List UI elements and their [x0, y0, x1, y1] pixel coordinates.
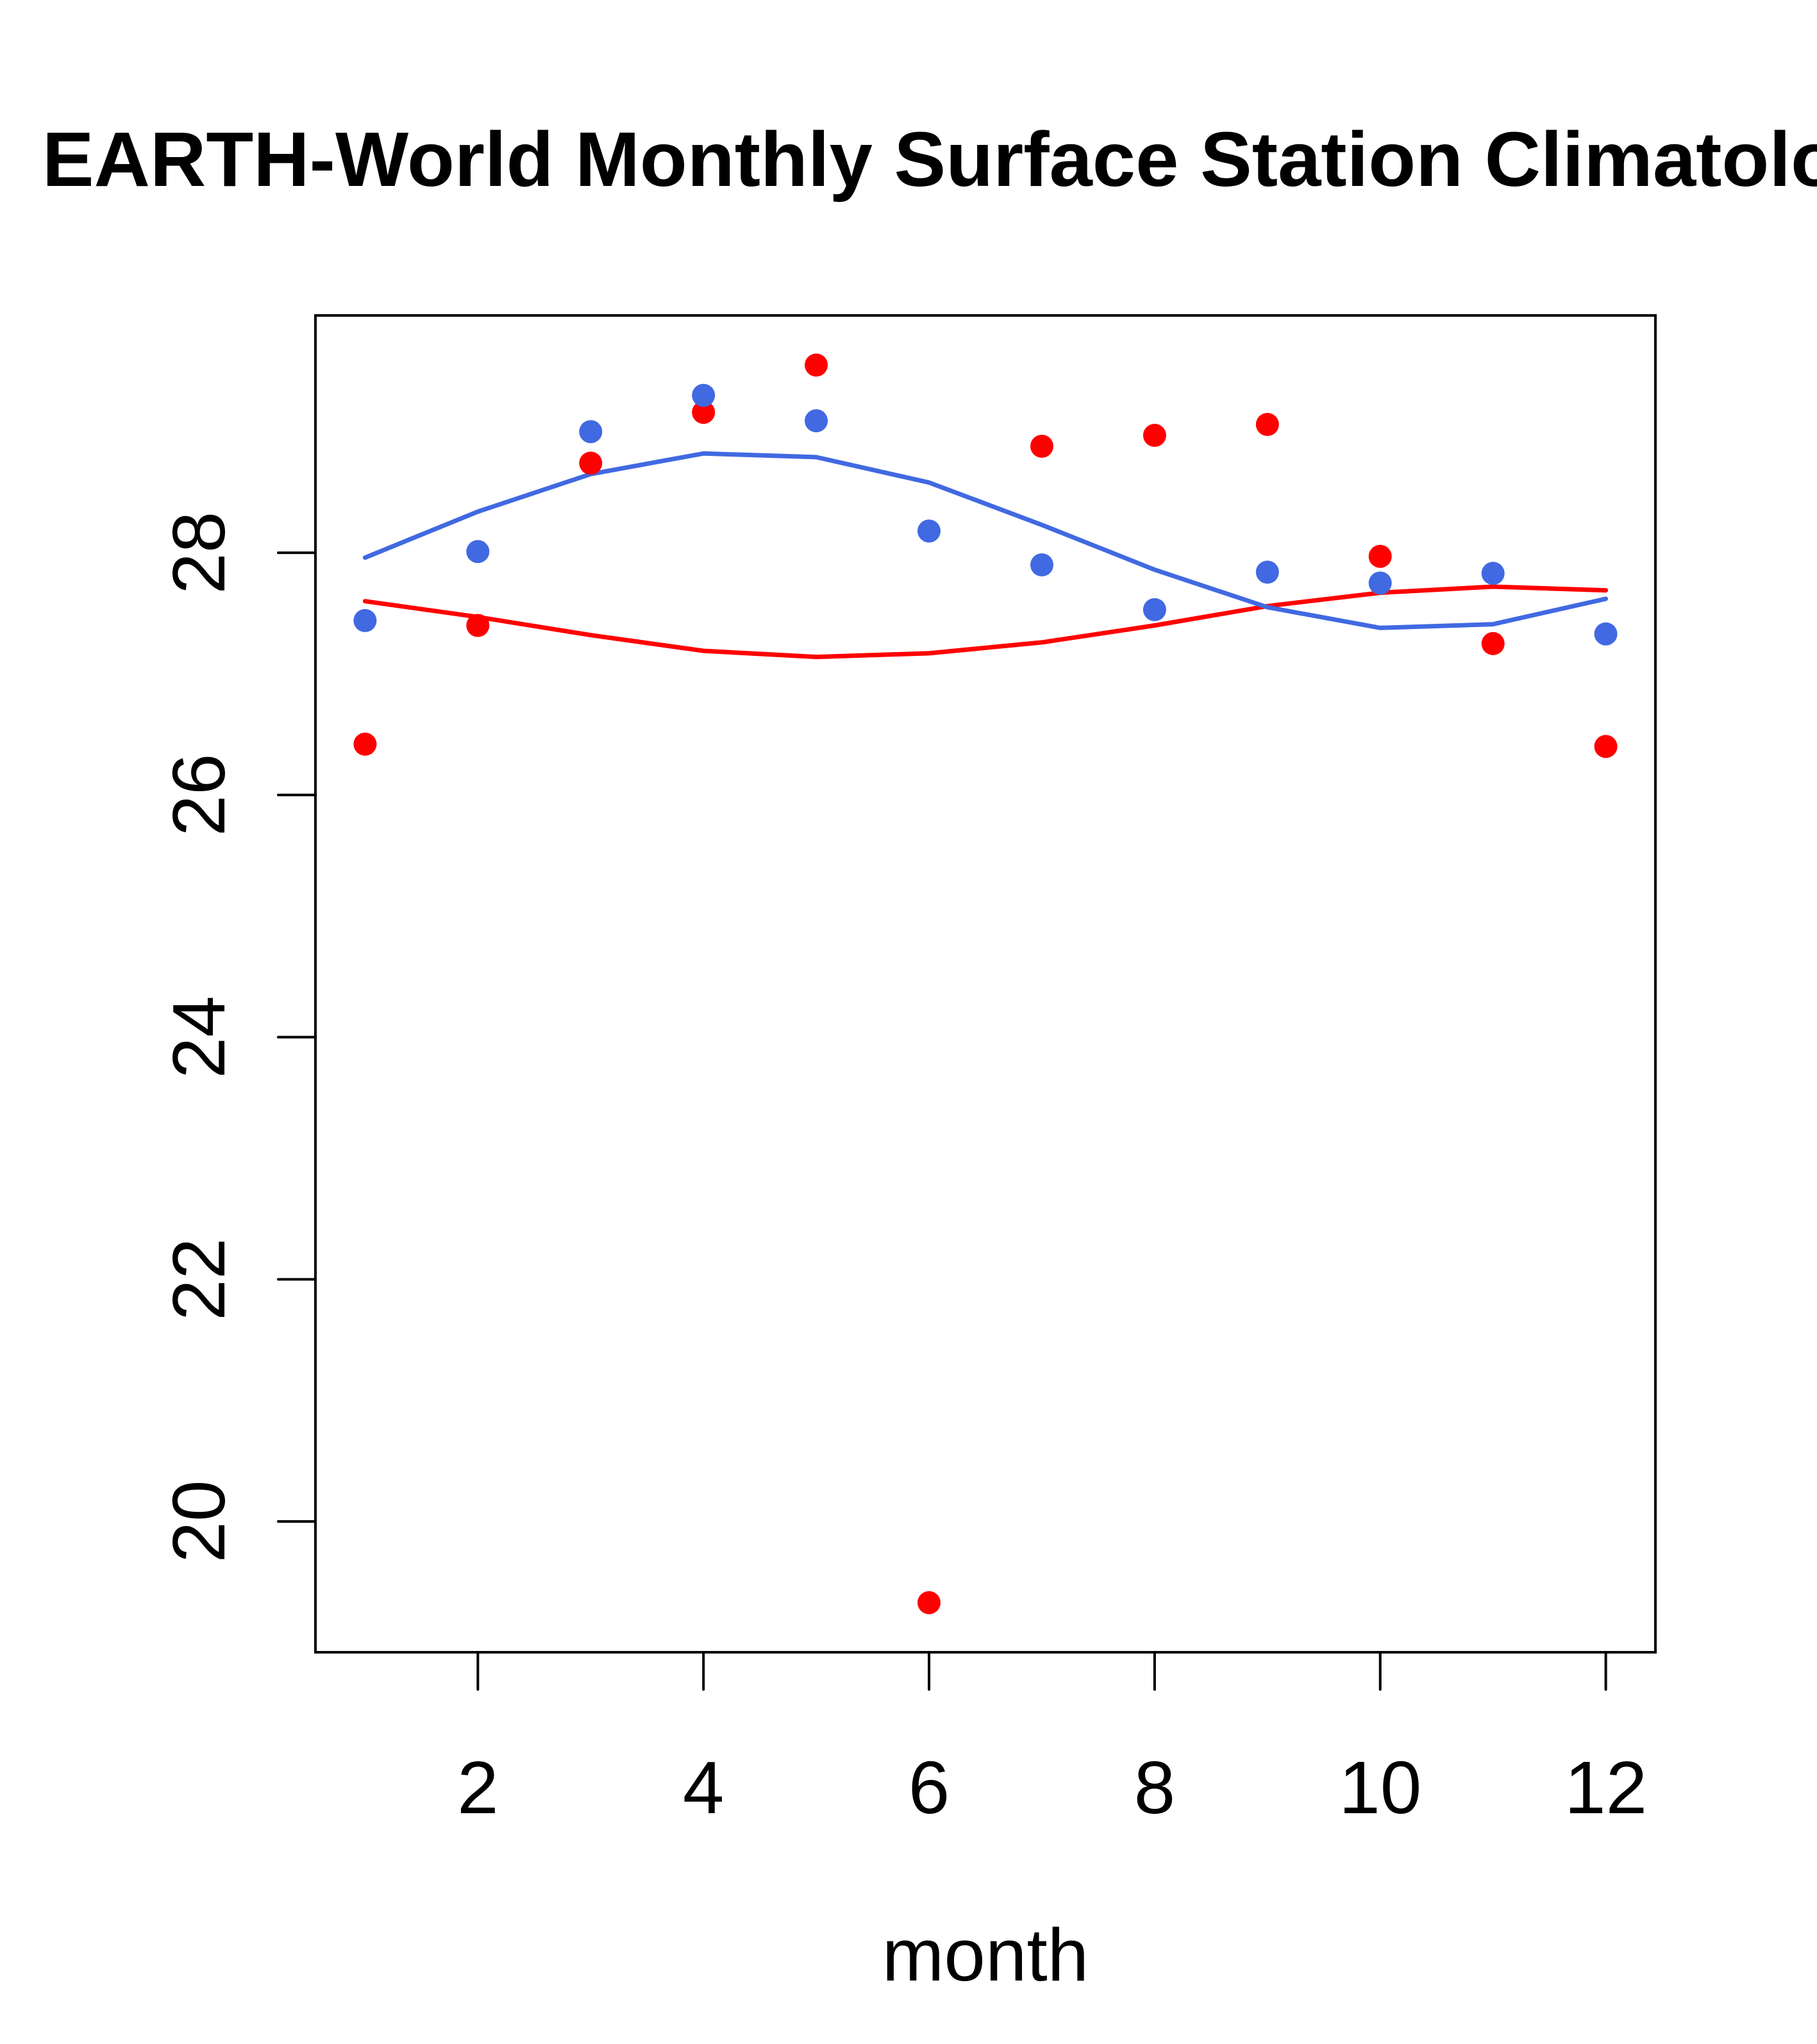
- blue-line: [362, 451, 1609, 630]
- red-point-month-7: [1030, 435, 1053, 458]
- red-point-month-5: [805, 353, 828, 377]
- red-point-month-2: [466, 614, 490, 637]
- red-point-month-9: [1255, 413, 1279, 436]
- blue-point-month-2: [466, 540, 490, 564]
- x-tick-label-8: 8: [1134, 1746, 1176, 1829]
- blue-points-group: [353, 383, 1618, 646]
- y-tick-label-28: 28: [157, 512, 240, 594]
- red-points-group: [353, 353, 1618, 1614]
- blue-point-month-12: [1594, 622, 1618, 646]
- x-tick-label-10: 10: [1339, 1746, 1421, 1829]
- red-point-month-6: [917, 1591, 941, 1614]
- red-point-month-3: [579, 451, 603, 475]
- red-line: [362, 584, 1609, 660]
- red-point-month-4: [692, 401, 716, 424]
- red-point-month-8: [1143, 424, 1166, 447]
- blue-point-month-8: [1143, 598, 1166, 621]
- blue-point-month-10: [1368, 571, 1392, 595]
- blue-point-month-4: [692, 383, 716, 407]
- y-tick-label-20: 20: [157, 1480, 240, 1562]
- y-axis: 20 22 24 26 28: [157, 512, 317, 1563]
- chart-title: EARTH-World Monthly Surface Station Clim…: [42, 115, 1817, 203]
- blue-point-month-5: [805, 409, 828, 433]
- x-axis-title: month: [882, 1913, 1089, 1997]
- blue-point-month-3: [579, 420, 603, 444]
- x-tick-label-6: 6: [908, 1746, 950, 1829]
- y-tick-label-26: 26: [157, 753, 240, 836]
- blue-point-month-1: [353, 608, 377, 632]
- y-tick-label-24: 24: [157, 996, 240, 1078]
- x-tick-label-12: 12: [1564, 1746, 1647, 1829]
- y-tick-label-22: 22: [157, 1238, 240, 1321]
- red-point-month-10: [1368, 544, 1392, 568]
- red-point-month-11: [1481, 632, 1505, 655]
- series-layer: [353, 353, 1618, 1614]
- blue-point-month-9: [1255, 560, 1279, 584]
- red-point-month-1: [353, 732, 377, 756]
- x-tick-label-2: 2: [457, 1746, 499, 1829]
- x-tick-label-4: 4: [683, 1746, 724, 1829]
- plot-frame: [314, 314, 1657, 1654]
- blue-point-month-6: [917, 519, 941, 543]
- x-axis: 2 4 6 8 10 12: [457, 1651, 1647, 1829]
- blue-point-month-7: [1030, 553, 1053, 576]
- blue-point-month-11: [1481, 562, 1505, 585]
- red-point-month-12: [1594, 735, 1618, 758]
